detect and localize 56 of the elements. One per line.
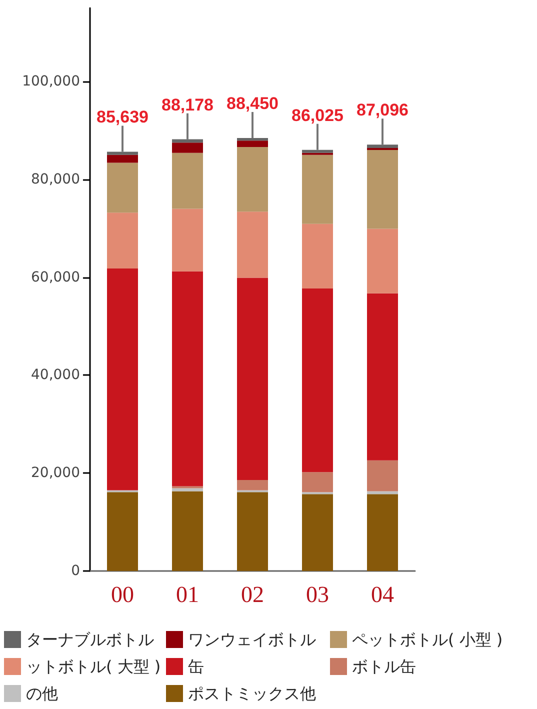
bar: [302, 224, 333, 289]
bar: [237, 140, 268, 148]
bar: [237, 492, 268, 571]
x-tick-label: 03: [306, 582, 329, 607]
y-tick-label: 0: [71, 563, 80, 579]
bar: [302, 494, 333, 571]
bar: [172, 271, 203, 486]
bar: [367, 460, 398, 492]
legend-label: の他: [26, 684, 58, 703]
bar: [172, 208, 203, 272]
bar: [302, 154, 333, 224]
y-tick-label: 60,000: [31, 269, 80, 286]
bar: [237, 138, 268, 141]
total-label: 85,639: [96, 108, 148, 127]
bar: [107, 162, 138, 213]
legend-label: ペットボトル( 小型 ): [352, 630, 503, 649]
total-label: 87,096: [356, 100, 408, 120]
bar: [107, 152, 138, 155]
y-tick-label: 20,000: [31, 465, 80, 482]
bar: [237, 147, 268, 212]
bar: [107, 154, 138, 163]
bar: [367, 293, 398, 460]
legend-label: ットボトル( 大型 ): [26, 657, 161, 676]
x-tick-label: 00: [111, 582, 134, 607]
bar: [302, 288, 333, 472]
bar: [107, 212, 138, 268]
legend-label: 缶: [188, 657, 204, 676]
legend-label: ボトル缶: [352, 657, 416, 676]
total-label: 88,450: [226, 94, 278, 113]
bar: [172, 142, 203, 153]
legend-label: ターナブルボトル: [26, 630, 154, 649]
bar: [172, 139, 203, 143]
bar: [107, 268, 138, 490]
total-label: 86,025: [292, 106, 344, 125]
bar: [237, 278, 268, 480]
bar: [237, 212, 268, 278]
bar: [367, 491, 398, 494]
bar: [302, 150, 333, 153]
bar: [237, 480, 268, 490]
legend-label: ワンウェイボトル: [188, 630, 316, 649]
y-tick-label: 40,000: [31, 367, 80, 384]
y-tick-label: 80,000: [31, 171, 80, 188]
bar: [172, 152, 203, 209]
legend-label: ポストミックス他: [188, 684, 316, 703]
bar: [367, 228, 398, 294]
total-label: 88,178: [162, 95, 214, 114]
y-tick-label: 100,000: [22, 73, 80, 90]
bar: [367, 494, 398, 571]
x-tick-label: 02: [241, 582, 264, 607]
x-tick-label: 04: [371, 582, 394, 607]
bar: [302, 472, 333, 492]
bar: [172, 491, 203, 571]
bar: [367, 150, 398, 229]
x-tick-label: 01: [176, 582, 199, 607]
bar: [107, 492, 138, 571]
bar: [367, 144, 398, 148]
